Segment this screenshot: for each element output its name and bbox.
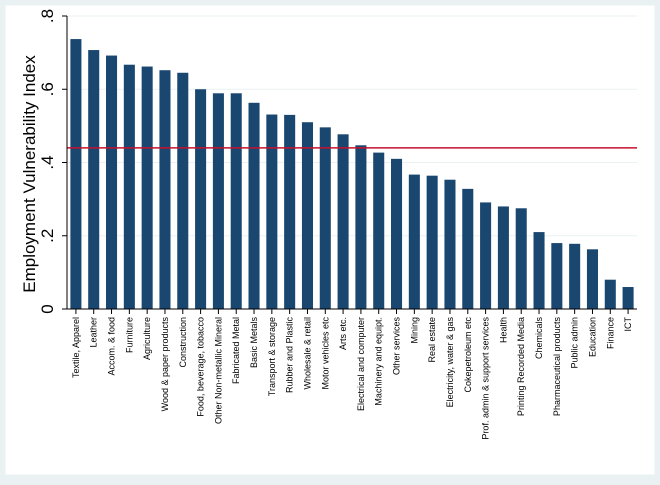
bar [551, 243, 563, 309]
x-tick-label: ICT [623, 317, 633, 332]
bar [266, 114, 278, 310]
x-tick-label: Public admin [570, 317, 580, 369]
bar [533, 232, 545, 309]
bar [195, 89, 207, 309]
y-tick-label: .2 [38, 229, 57, 243]
x-tick-label: Education [587, 317, 597, 357]
x-tick-label: Real estate [427, 317, 437, 363]
x-tick-label: Wholesale & retail [302, 317, 312, 390]
bar [569, 243, 581, 309]
x-tick-label: Finance [605, 317, 615, 349]
x-tick-label: Basic Metals [249, 317, 259, 369]
bar [230, 93, 242, 309]
bar [444, 179, 456, 309]
x-tick-label: Motor vehicles etc [320, 317, 330, 390]
x-tick-label: Wood & paper products [160, 317, 170, 412]
x-tick-label: Arts etc. [338, 317, 348, 350]
x-tick-label: Fabricated Metal [231, 317, 241, 384]
x-tick-label: Construction [178, 317, 188, 368]
y-tick-label: .4 [38, 155, 57, 169]
bar [88, 50, 100, 309]
bar [123, 64, 135, 310]
x-tick-label: Electrical and computer [356, 317, 366, 411]
bar [141, 66, 153, 309]
x-tick-label: Textile, Apparel [71, 317, 81, 378]
bar [426, 175, 438, 309]
bar [586, 249, 598, 309]
bar [622, 287, 634, 309]
x-tick-label: Machinery and equipt. [374, 317, 384, 406]
bar [480, 202, 492, 309]
x-tick-label: Electricity, water & gas [445, 317, 455, 408]
bar [248, 102, 260, 310]
bar [515, 208, 527, 309]
x-tick-label: Transport & storage [267, 317, 277, 396]
bar [212, 93, 224, 309]
x-tick-label: Pharmaceutical products [552, 317, 562, 417]
x-tick-label: Leather [89, 317, 99, 348]
x-tick-label: Cokepetroleum etc [463, 317, 473, 393]
x-tick-label: Other services [392, 317, 402, 376]
bar [337, 134, 349, 309]
bar [462, 188, 474, 309]
x-tick-label: Agriculture [142, 317, 152, 360]
bar [373, 152, 385, 309]
x-tick-label: Rubber and Plastic [285, 317, 295, 394]
bar [177, 72, 189, 309]
x-tick-label: Food, beverage, tobacco [196, 317, 206, 417]
y-tick-label: 0 [38, 304, 57, 313]
bar [284, 114, 296, 309]
bar [301, 122, 313, 310]
bar [355, 145, 367, 309]
bar [319, 127, 331, 309]
x-tick-label: Chemicals [534, 317, 544, 360]
y-tick-label: .6 [38, 82, 57, 96]
bar [70, 39, 82, 309]
bar [391, 158, 403, 309]
x-tick-label: Printing Recorded Media [516, 317, 526, 416]
y-axis-label: Employment Vulnerability Index [20, 55, 39, 293]
y-tick-label: .8 [38, 9, 57, 23]
bar [408, 174, 420, 309]
x-tick-label: Prof. admin & support services [481, 317, 491, 440]
x-tick-label: Other Non-metallic Mineral [213, 317, 223, 424]
x-tick-label: Health [498, 317, 508, 343]
bar [497, 206, 509, 309]
bar [604, 279, 616, 309]
x-tick-label: Furniture [124, 317, 134, 353]
x-tick-label: Mining [409, 317, 419, 344]
x-tick-label: Accom. & food [107, 317, 117, 376]
bar [159, 70, 171, 309]
bar [106, 55, 118, 310]
